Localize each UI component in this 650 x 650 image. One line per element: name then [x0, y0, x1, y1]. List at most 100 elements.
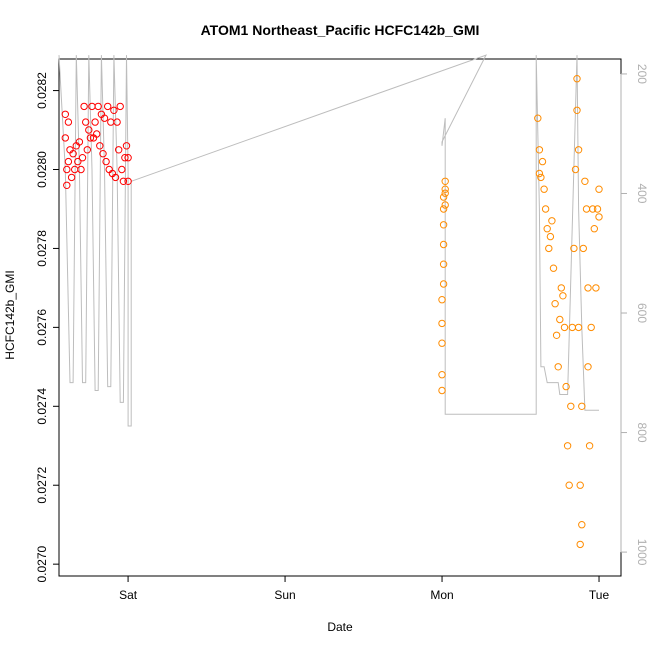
data-point-orange — [570, 244, 578, 253]
data-point-orange — [439, 205, 448, 213]
data-point-orange — [438, 296, 446, 304]
data-point-orange — [552, 331, 561, 339]
data-point-orange — [584, 363, 592, 371]
x-tick-label: Sat — [119, 588, 138, 602]
data-point-orange — [545, 244, 553, 253]
data-point-orange — [571, 165, 580, 174]
points-layer — [61, 75, 603, 549]
x-tick-label: Sun — [274, 588, 295, 602]
y-tick-label: 0.0270 — [35, 545, 49, 582]
data-point-red — [124, 177, 132, 186]
data-point-orange — [441, 189, 449, 197]
data-point-orange — [439, 193, 448, 201]
data-point-orange — [535, 146, 544, 154]
data-point-red — [113, 118, 121, 126]
x-tick-label: Tue — [589, 588, 610, 602]
data-point-orange — [557, 284, 565, 292]
data-point-red — [61, 134, 70, 142]
data-point-orange — [439, 280, 448, 288]
y2-tick-label: 1000 — [635, 539, 649, 566]
data-point-red — [83, 146, 92, 154]
data-point-red — [78, 154, 87, 162]
x-axis: Sat Sun Mon Tue — [119, 575, 610, 602]
data-point-red — [111, 173, 120, 182]
data-point-orange — [562, 382, 570, 391]
data-point-orange — [581, 177, 589, 186]
y-axis: 0.0270 0.0272 0.0274 0.0276 0.0278 0.0280 0.02… — [35, 72, 60, 583]
data-point-orange — [563, 442, 572, 450]
y-tick-label: 0.0276 — [35, 309, 49, 346]
y-tick-label: 0.0280 — [35, 151, 49, 188]
data-point-orange — [549, 264, 558, 272]
y-tick-label: 0.0278 — [35, 230, 49, 267]
data-point-orange — [438, 386, 446, 395]
data-point-red — [110, 106, 118, 115]
y2-tick-label: 800 — [635, 423, 649, 443]
data-point-orange — [441, 201, 449, 209]
data-point-orange — [585, 442, 594, 450]
data-point-orange — [574, 146, 583, 154]
data-point-red — [74, 157, 82, 166]
data-point-orange — [593, 205, 602, 213]
data-point-orange — [578, 521, 586, 529]
data-point-red — [121, 154, 129, 162]
data-point-orange — [441, 177, 449, 186]
data-point-orange — [551, 300, 559, 308]
data-point-red — [122, 142, 131, 150]
data-point-orange — [538, 157, 547, 166]
data-point-orange — [439, 221, 448, 229]
data-point-orange — [576, 540, 584, 549]
data-point-orange — [592, 284, 600, 292]
data-point-orange — [567, 402, 575, 410]
data-point-red — [118, 165, 126, 174]
data-point-orange — [582, 205, 591, 213]
data-point-orange — [541, 205, 550, 213]
data-point-red — [63, 165, 71, 174]
data-point-red — [80, 102, 88, 111]
y2-axis: 200 400 600 800 1000 — [620, 64, 649, 566]
data-point-orange — [438, 371, 446, 379]
data-point-orange — [540, 185, 548, 193]
data-point-red — [77, 165, 85, 174]
data-point-orange — [535, 169, 544, 178]
data-point-orange — [578, 402, 586, 410]
data-point-red — [115, 146, 123, 154]
y-tick-label: 0.0274 — [35, 388, 49, 425]
data-point-red — [94, 102, 102, 111]
data-point-orange — [587, 323, 595, 332]
data-point-orange — [438, 339, 446, 347]
data-point-orange — [595, 185, 603, 193]
data-point-orange — [439, 260, 448, 268]
data-point-orange — [438, 319, 446, 328]
data-point-red — [61, 110, 70, 119]
data-point-red — [63, 181, 71, 190]
data-point-orange — [543, 225, 551, 233]
data-point-red — [82, 118, 90, 126]
data-point-red — [64, 118, 73, 126]
pressure-line — [58, 54, 599, 427]
data-point-orange — [573, 75, 581, 83]
data-point-red — [96, 142, 104, 150]
data-point-red — [124, 154, 132, 162]
data-point-orange — [546, 232, 555, 241]
data-point-orange — [560, 323, 569, 332]
data-point-red — [100, 114, 109, 122]
data-point-red — [64, 157, 73, 166]
data-point-red — [75, 138, 84, 146]
data-point-orange — [595, 213, 603, 221]
data-point-orange — [590, 225, 598, 233]
data-point-orange — [573, 106, 581, 115]
data-point-orange — [554, 363, 562, 371]
data-point-orange — [576, 481, 584, 489]
y2-tick-label: 400 — [635, 183, 649, 203]
data-point-red — [102, 157, 110, 166]
data-point-red — [116, 102, 124, 111]
x-axis-label: Date — [327, 620, 353, 634]
data-point-red — [91, 118, 99, 126]
data-point-red — [119, 177, 128, 186]
data-point-orange — [584, 284, 592, 292]
data-point-orange — [589, 205, 597, 213]
data-point-red — [99, 150, 107, 158]
y-tick-label: 0.0282 — [35, 72, 49, 109]
